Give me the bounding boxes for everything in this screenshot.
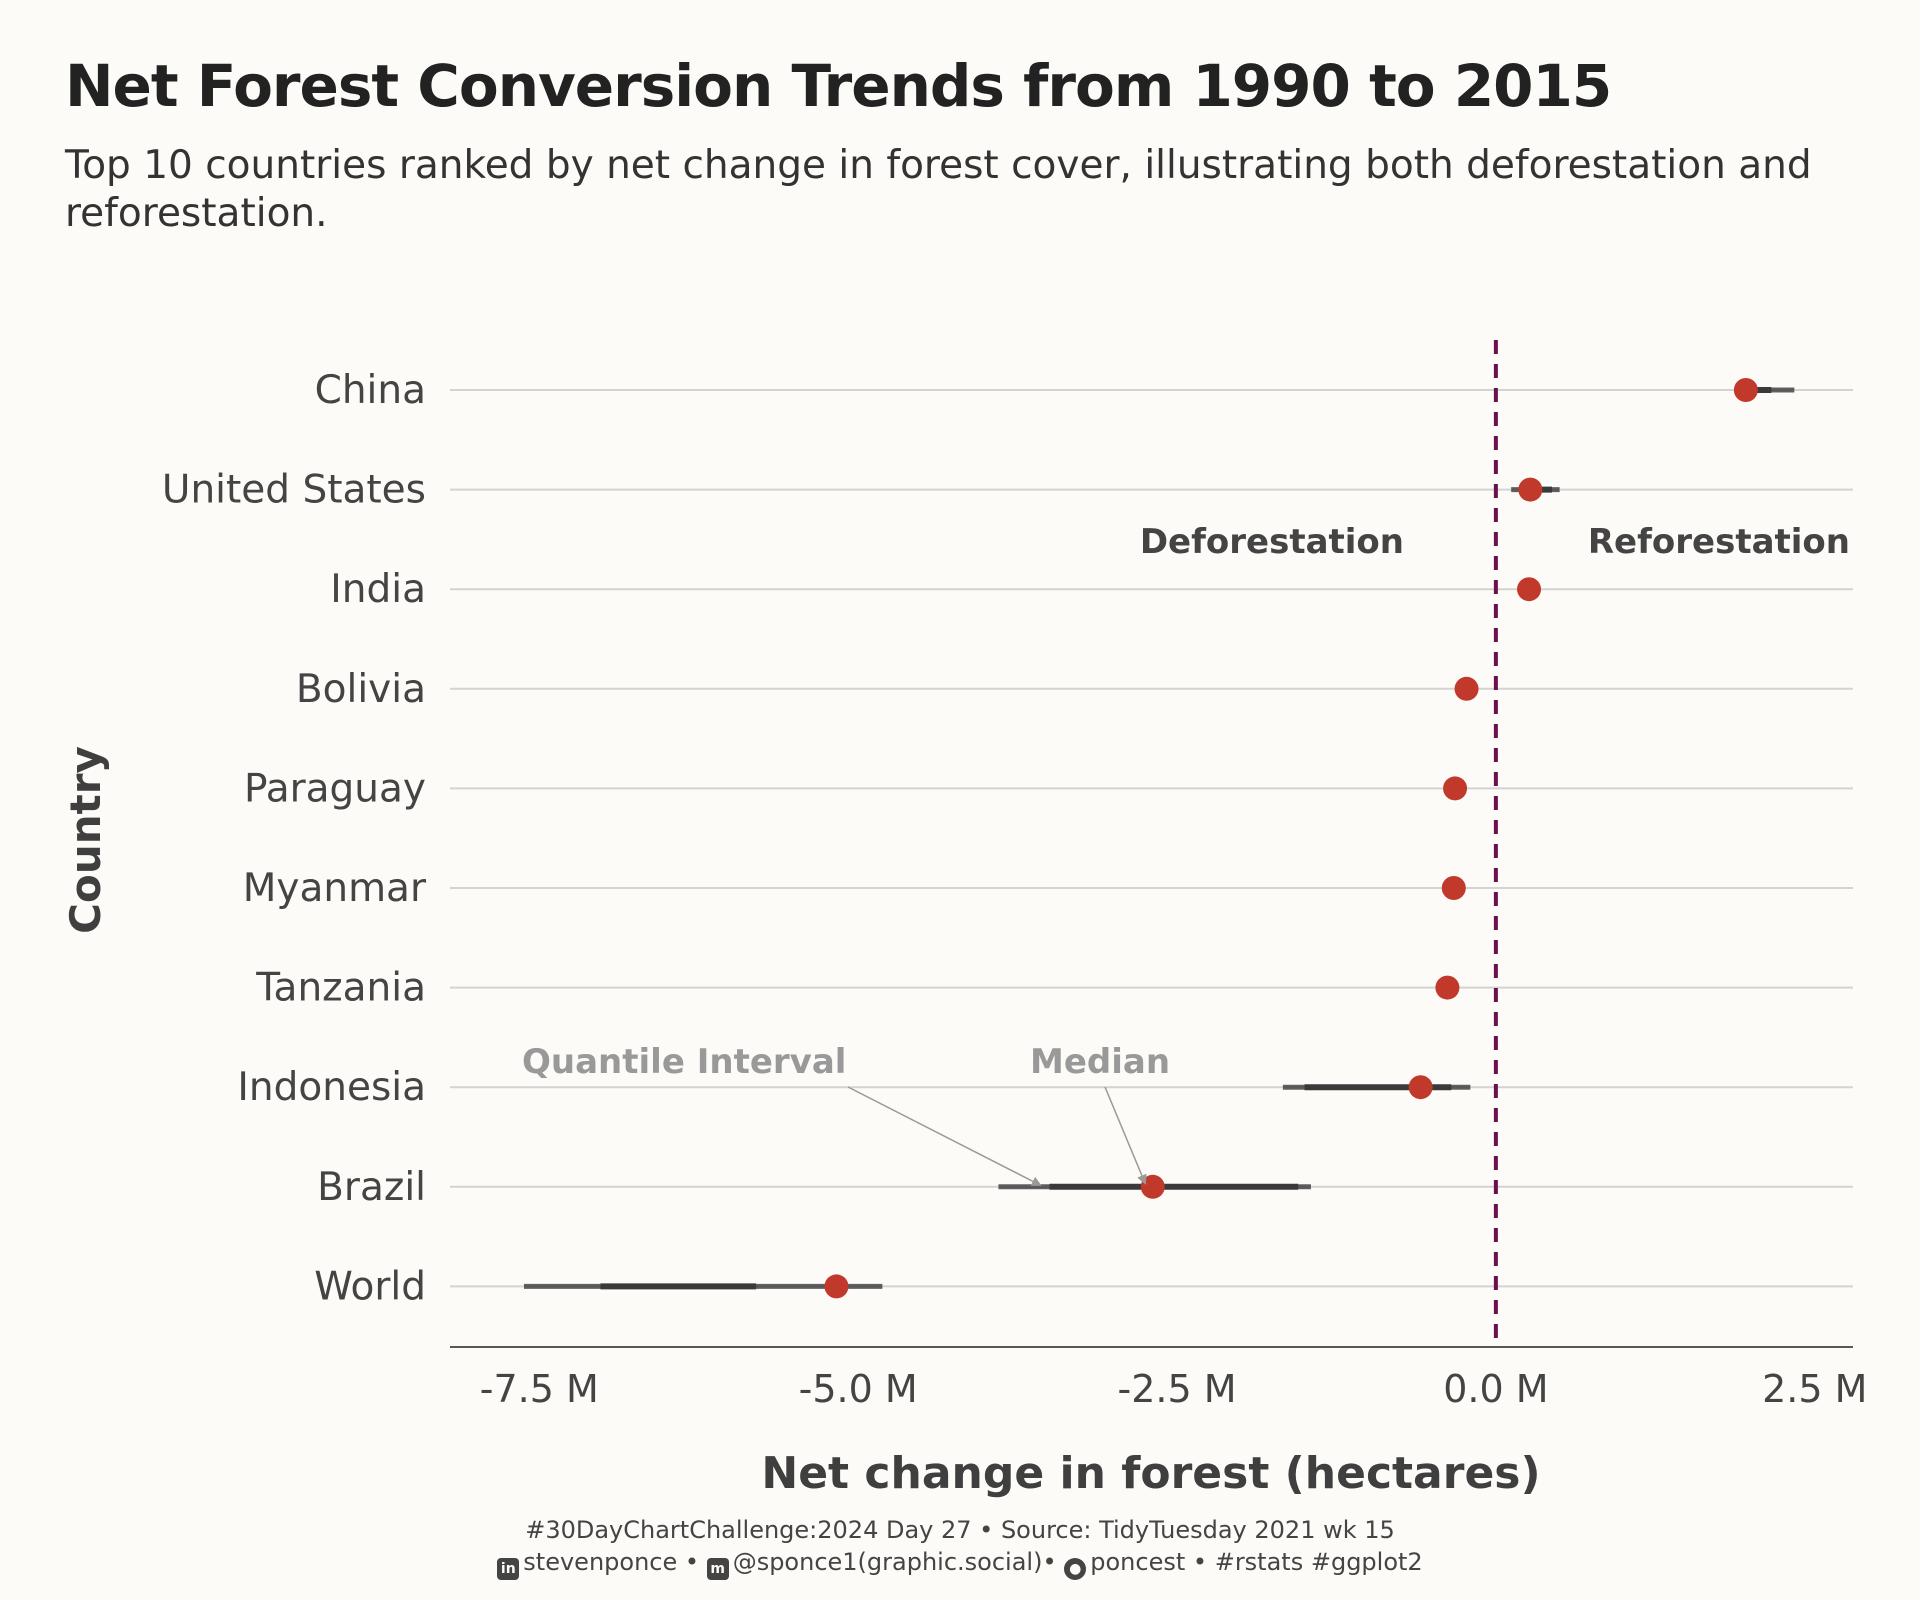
- caption-tags: #rstats #ggplot2: [1214, 1548, 1423, 1576]
- reforestation-label: Reforestation: [1588, 522, 1850, 562]
- caption-separator: •: [684, 1548, 700, 1576]
- caption-github: poncest: [1090, 1548, 1186, 1576]
- deforestation-label: Deforestation: [1140, 522, 1404, 562]
- y-tick-label: United States: [162, 468, 426, 513]
- median-arrow: [1104, 1086, 1147, 1185]
- median-point: [1140, 1174, 1165, 1199]
- x-tick-label: 2.5 M: [1762, 1367, 1867, 1411]
- quantile-interval-label: Quantile Interval: [522, 1042, 846, 1082]
- x-tick-label: 0.0 M: [1443, 1367, 1548, 1411]
- median-point: [1733, 378, 1758, 402]
- caption-linkedin: stevenponce: [523, 1548, 678, 1576]
- median-point: [1443, 776, 1468, 801]
- median-point: [1517, 577, 1542, 602]
- y-tick-label: India: [330, 567, 426, 612]
- y-tick-label: World: [314, 1264, 426, 1309]
- caption-line-1: #30DayChartChallenge:2024 Day 27 • Sourc…: [525, 1516, 1395, 1544]
- caption-line-2: in stevenponce • m @sponce1(graphic.social…: [0, 1546, 1920, 1580]
- quantile-interval-arrow: [847, 1086, 1042, 1186]
- median-point: [1454, 676, 1479, 701]
- x-tick-label: -5.0 M: [799, 1367, 918, 1411]
- y-tick-label: Bolivia: [296, 667, 426, 712]
- median-label: Median: [1030, 1042, 1170, 1082]
- median-point: [1518, 477, 1543, 502]
- chart-title: Net Forest Conversion Trends from 1990 t…: [65, 52, 1612, 120]
- median-point: [1408, 1075, 1433, 1100]
- y-axis-title: Country: [61, 746, 110, 934]
- caption-separator: •: [1192, 1548, 1208, 1576]
- caption-mastodon: @sponce1(graphic.social): [732, 1548, 1043, 1576]
- y-tick-label: Brazil: [317, 1165, 426, 1210]
- caption-separator: •: [1042, 1548, 1057, 1576]
- mastodon-icon: m: [706, 1558, 729, 1580]
- chart-subtitle: Top 10 countries ranked by net change in…: [65, 143, 1812, 236]
- x-axis-title: Net change in forest (hectares): [761, 1448, 1540, 1499]
- x-tick-label: -2.5 M: [1118, 1367, 1237, 1411]
- y-tick-label: Indonesia: [237, 1065, 426, 1110]
- median-point: [1441, 876, 1466, 900]
- median-point: [824, 1274, 849, 1299]
- github-icon: ●: [1064, 1558, 1087, 1580]
- y-tick-label: Tanzania: [255, 966, 426, 1011]
- caption: #30DayChartChallenge:2024 Day 27 • Sourc…: [0, 1514, 1920, 1580]
- y-tick-label: Myanmar: [243, 866, 427, 911]
- linkedin-icon: in: [497, 1558, 520, 1580]
- y-tick-label: Paraguay: [244, 766, 426, 811]
- y-tick-label: China: [315, 368, 426, 413]
- median-point: [1435, 975, 1460, 1000]
- x-tick-label: -7.5 M: [480, 1367, 599, 1411]
